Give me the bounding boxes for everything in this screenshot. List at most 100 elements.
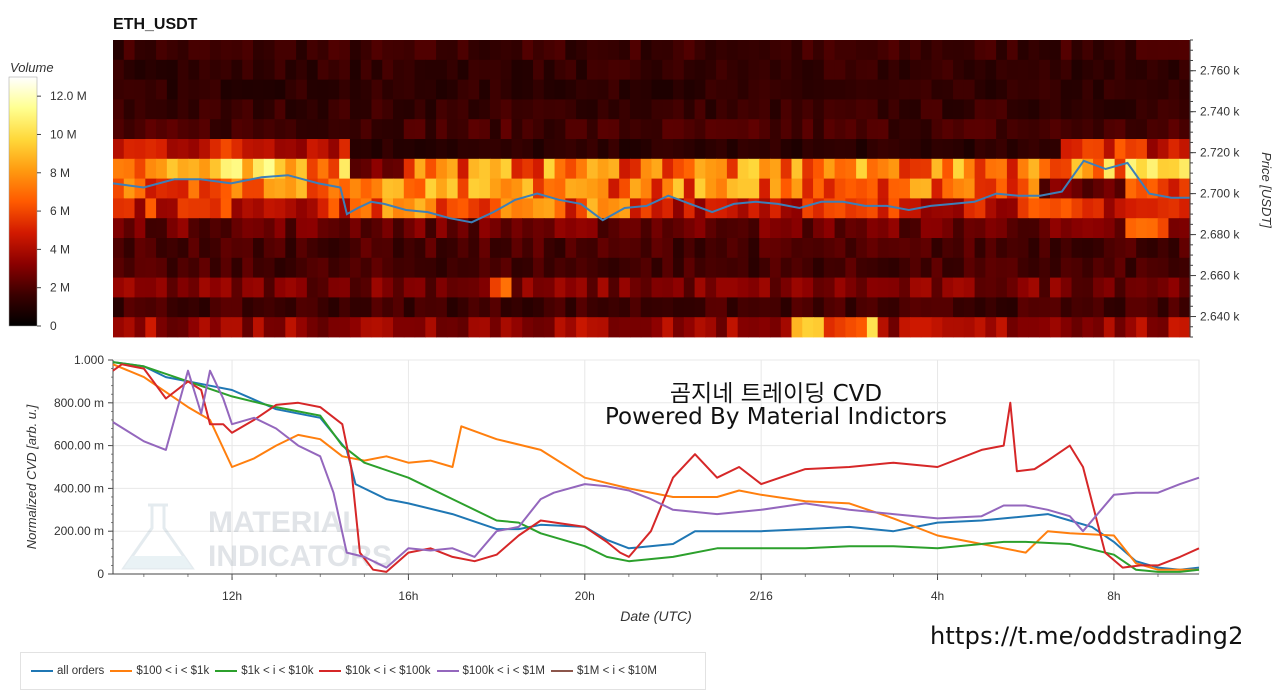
heatmap-cell	[888, 119, 900, 140]
heatmap-cell	[888, 198, 900, 219]
heatmap-cell	[468, 218, 480, 239]
heatmap-cell	[845, 257, 857, 278]
heatmap-cell	[360, 218, 373, 239]
heatmap-cell	[1146, 198, 1159, 219]
legend-item[interactable]: all orders	[31, 665, 104, 677]
telegram-link[interactable]: https://t.me/oddstrading2	[930, 622, 1244, 650]
heatmap-cell	[253, 178, 265, 199]
heatmap-cell	[123, 198, 136, 219]
heatmap-cell	[1179, 257, 1191, 278]
heatmap-cell	[253, 79, 265, 100]
heatmap-cell	[608, 119, 620, 140]
heatmap-cell	[1028, 257, 1040, 278]
heatmap-cell	[1039, 119, 1051, 140]
heatmap-cell	[1125, 317, 1137, 338]
heatmap-cell	[985, 158, 997, 179]
heatmap-cell	[1146, 178, 1159, 199]
heatmap-cell	[156, 59, 168, 80]
heatmap-cell	[845, 297, 857, 318]
heatmap-cell	[1060, 238, 1073, 259]
heatmap-cell	[371, 198, 383, 219]
heatmap-cell	[1017, 257, 1030, 278]
heatmap-cell	[586, 79, 599, 100]
heatmap-cell	[1049, 119, 1062, 140]
heatmap-cell	[414, 158, 426, 179]
heatmap-cell	[834, 99, 846, 120]
heatmap-cell	[629, 238, 642, 259]
heatmap-cell	[360, 40, 373, 61]
heatmap-cell	[716, 277, 728, 298]
heatmap-cell	[253, 238, 265, 259]
heatmap-cell	[1157, 99, 1170, 120]
heatmap-cell	[866, 178, 879, 199]
heatmap-cell	[640, 99, 653, 120]
heatmap-cell	[942, 139, 954, 160]
heatmap-cell	[479, 198, 491, 219]
heatmap-cell	[673, 178, 685, 199]
legend-swatch	[110, 670, 133, 672]
heatmap-cell	[209, 139, 222, 160]
heatmap-cell	[856, 238, 868, 259]
heatmap-cell	[1179, 99, 1191, 120]
heatmap-cell	[856, 139, 868, 160]
heatmap-cell	[759, 40, 771, 61]
cvd-y-tick-label: 800.00 m	[54, 396, 104, 410]
heatmap-cell	[479, 238, 491, 259]
heatmap-cell	[199, 297, 211, 318]
legend-item[interactable]: $10k < i < $100k	[319, 665, 431, 677]
heatmap-cell	[1028, 119, 1040, 140]
legend-item[interactable]: $100 < i < $1k	[110, 665, 209, 677]
heatmap-cell	[673, 257, 685, 278]
legend-item[interactable]: $1k < i < $10k	[215, 665, 313, 677]
heatmap-cell	[942, 99, 954, 120]
heatmap-cell	[802, 59, 814, 80]
heatmap-cell	[446, 40, 459, 61]
heatmap-cell	[543, 59, 556, 80]
heatmap-cell	[166, 198, 179, 219]
heatmap-cell	[716, 317, 728, 338]
heatmap-cell	[543, 198, 556, 219]
heatmap-cell	[403, 40, 416, 61]
heatmap-cell	[953, 238, 965, 259]
heatmap-cell	[705, 99, 717, 120]
heatmap-cell	[726, 198, 739, 219]
heatmap-cell	[199, 79, 211, 100]
heatmap-cell	[769, 198, 782, 219]
heatmap-cell	[748, 119, 760, 140]
heatmap-cell	[791, 79, 803, 100]
legend-item[interactable]: $100k < i < $1M	[436, 665, 545, 677]
heatmap-cell	[888, 178, 900, 199]
heatmap-cell	[403, 119, 416, 140]
heatmap-cell	[199, 317, 211, 338]
heatmap-cell	[446, 277, 459, 298]
heatmap-cell	[662, 178, 674, 199]
heatmap-cell	[511, 198, 523, 219]
cvd-title-annotation: 곰지네 트레이딩 CVD	[669, 381, 883, 407]
heatmap-cell	[317, 257, 329, 278]
heatmap-cell	[1006, 238, 1019, 259]
heatmap-cell	[780, 277, 793, 298]
heatmap-cell	[543, 218, 556, 239]
heatmap-cell	[619, 119, 631, 140]
heatmap-cell	[1179, 139, 1191, 160]
heatmap-cell	[1060, 158, 1073, 179]
heatmap-cell	[457, 218, 470, 239]
heatmap-cell	[1006, 198, 1019, 219]
heatmap-cell	[662, 99, 674, 120]
heatmap-cell	[640, 79, 653, 100]
heatmap-cell	[1017, 119, 1030, 140]
heatmap-cell	[123, 238, 136, 259]
heatmap-cell	[188, 218, 200, 239]
heatmap-cell	[393, 119, 405, 140]
heatmap-cell	[436, 79, 448, 100]
legend-item[interactable]: $1M < i < $10M	[551, 665, 657, 677]
heatmap-cell	[920, 238, 933, 259]
heatmap-cell	[909, 238, 922, 259]
heatmap-cell	[963, 139, 976, 160]
heatmap-cell	[403, 317, 416, 338]
heatmap-cell	[683, 317, 696, 338]
heatmap-cell	[813, 59, 825, 80]
heatmap-cell	[597, 79, 610, 100]
heatmap-cell	[576, 178, 588, 199]
heatmap-cell	[339, 238, 351, 259]
